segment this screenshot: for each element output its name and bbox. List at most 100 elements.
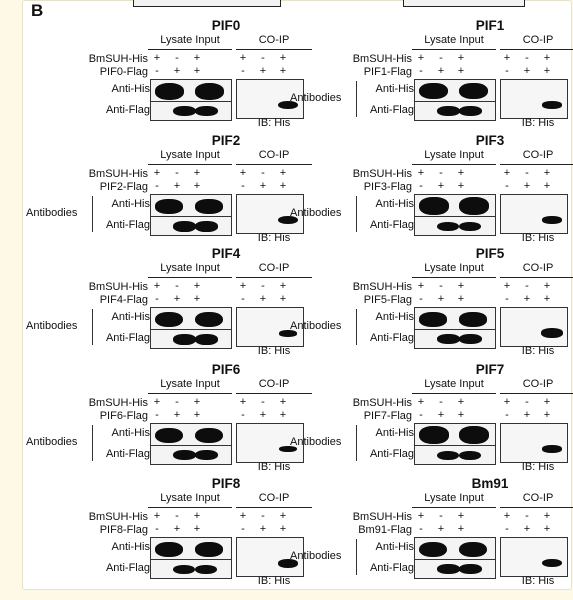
panel-title: PIF4 — [211, 246, 241, 261]
prey-row-label: PIF8-Flag — [99, 524, 148, 536]
lane-sign: + — [239, 52, 247, 64]
coip-header: CO-IP — [258, 149, 290, 161]
lane-sign: - — [241, 293, 245, 305]
ib-label: IB: His — [257, 575, 291, 587]
coip-panel: PIF2 Lysate Input CO-IP BmSUH-His PIF2-Flag +… — [26, 133, 312, 245]
lane-sign: + — [193, 293, 201, 305]
coip-band — [542, 445, 562, 454]
lysate-header-underline — [148, 164, 232, 165]
lane-sign: - — [525, 396, 529, 408]
lane-sign: - — [505, 293, 509, 305]
antibody-group-bracket — [356, 539, 357, 575]
coip-header-underline — [236, 393, 312, 394]
lane-sign: + — [259, 409, 267, 421]
lane-sign: + — [279, 280, 287, 292]
flag-band — [437, 334, 460, 345]
coip-header-underline — [236, 164, 312, 165]
his-band — [195, 427, 224, 444]
lane-sign: + — [239, 510, 247, 522]
lane-sign: + — [543, 65, 551, 77]
lane-sign: + — [457, 409, 465, 421]
coip-header: CO-IP — [258, 492, 290, 504]
prey-row-label: PIF2-Flag — [99, 181, 148, 193]
lane-sign: + — [173, 65, 181, 77]
anti-flag-label: Anti-Flag — [105, 332, 150, 344]
his-band — [419, 197, 449, 215]
anti-his-label: Anti-His — [375, 198, 414, 210]
lane-sign: + — [503, 280, 511, 292]
his-band — [195, 542, 223, 557]
flag-band — [173, 450, 196, 461]
coip-blot — [236, 537, 304, 577]
anti-flag-lysate-blot — [150, 559, 232, 579]
anti-his-lysate-blot — [414, 194, 496, 217]
his-band — [155, 427, 184, 444]
lane-sign: + — [279, 293, 287, 305]
antibodies-label: Antibodies — [290, 436, 342, 448]
anti-his-lysate-blot — [150, 194, 232, 217]
lane-sign: + — [417, 167, 425, 179]
lane-sign: + — [239, 396, 247, 408]
lysate-header-underline — [148, 49, 232, 50]
lane-sign: + — [279, 180, 287, 192]
lane-sign: - — [155, 409, 159, 421]
his-band — [155, 542, 183, 557]
lane-sign: - — [261, 396, 265, 408]
antibody-group-bracket — [92, 196, 93, 232]
flag-band — [173, 220, 197, 232]
lane-sign: + — [193, 510, 201, 522]
coip-blot — [236, 79, 304, 119]
lysate-header-underline — [412, 277, 496, 278]
lane-sign: + — [259, 180, 267, 192]
anti-flag-lysate-blot — [414, 101, 496, 121]
coip-header-underline — [236, 49, 312, 50]
lane-sign: + — [457, 65, 465, 77]
flag-band — [437, 564, 460, 575]
flag-band — [195, 220, 219, 232]
lane-sign: + — [457, 52, 465, 64]
prey-row-label: Bm91-Flag — [358, 524, 412, 536]
lane-sign: + — [417, 52, 425, 64]
panel-title: PIF5 — [475, 246, 505, 261]
bait-row-label: BmSUH-His — [352, 168, 412, 180]
lysate-header-underline — [412, 507, 496, 508]
anti-flag-lysate-blot — [414, 216, 496, 236]
antibodies-label: Antibodies — [26, 436, 78, 448]
lane-sign: + — [523, 293, 531, 305]
lane-sign: + — [543, 52, 551, 64]
lane-sign: - — [155, 180, 159, 192]
lane-sign: - — [241, 409, 245, 421]
lane-sign: + — [193, 523, 201, 535]
prey-row-label: PIF3-Flag — [363, 181, 412, 193]
coip-panel: PIF5 Lysate Input CO-IP BmSUH-His PIF5-Flag +… — [290, 246, 573, 358]
lane-sign: + — [417, 280, 425, 292]
lane-sign: + — [173, 180, 181, 192]
lane-sign: + — [279, 52, 287, 64]
lane-sign: + — [193, 396, 201, 408]
panel-title: PIF1 — [475, 18, 505, 33]
coip-header-underline — [500, 277, 573, 278]
anti-his-label: Anti-His — [375, 311, 414, 323]
coip-blot — [500, 423, 568, 463]
lysate-header-underline — [148, 277, 232, 278]
anti-his-label: Anti-His — [375, 541, 414, 553]
ib-label: IB: His — [257, 345, 291, 357]
coip-panel: PIF8 Lysate Input CO-IP BmSUH-His PIF8-Flag +… — [40, 476, 312, 588]
lysate-input-header: Lysate Input — [424, 262, 484, 274]
lane-sign: + — [543, 523, 551, 535]
coip-header-underline — [236, 277, 312, 278]
coip-panel: PIF7 Lysate Input CO-IP BmSUH-His PIF7-Flag +… — [290, 362, 573, 474]
lane-sign: + — [523, 409, 531, 421]
coip-blot — [236, 194, 304, 234]
antibody-group-bracket — [356, 425, 357, 461]
lane-sign: + — [437, 293, 445, 305]
flag-band — [173, 333, 197, 345]
lane-sign: - — [175, 52, 179, 64]
coip-blot — [500, 537, 568, 577]
panel-title: PIF3 — [475, 133, 505, 148]
lane-sign: - — [439, 167, 443, 179]
prey-row-label: PIF5-Flag — [363, 294, 412, 306]
lane-sign: - — [525, 510, 529, 522]
ib-label: IB: His — [521, 461, 555, 473]
panel-title: PIF2 — [211, 133, 241, 148]
